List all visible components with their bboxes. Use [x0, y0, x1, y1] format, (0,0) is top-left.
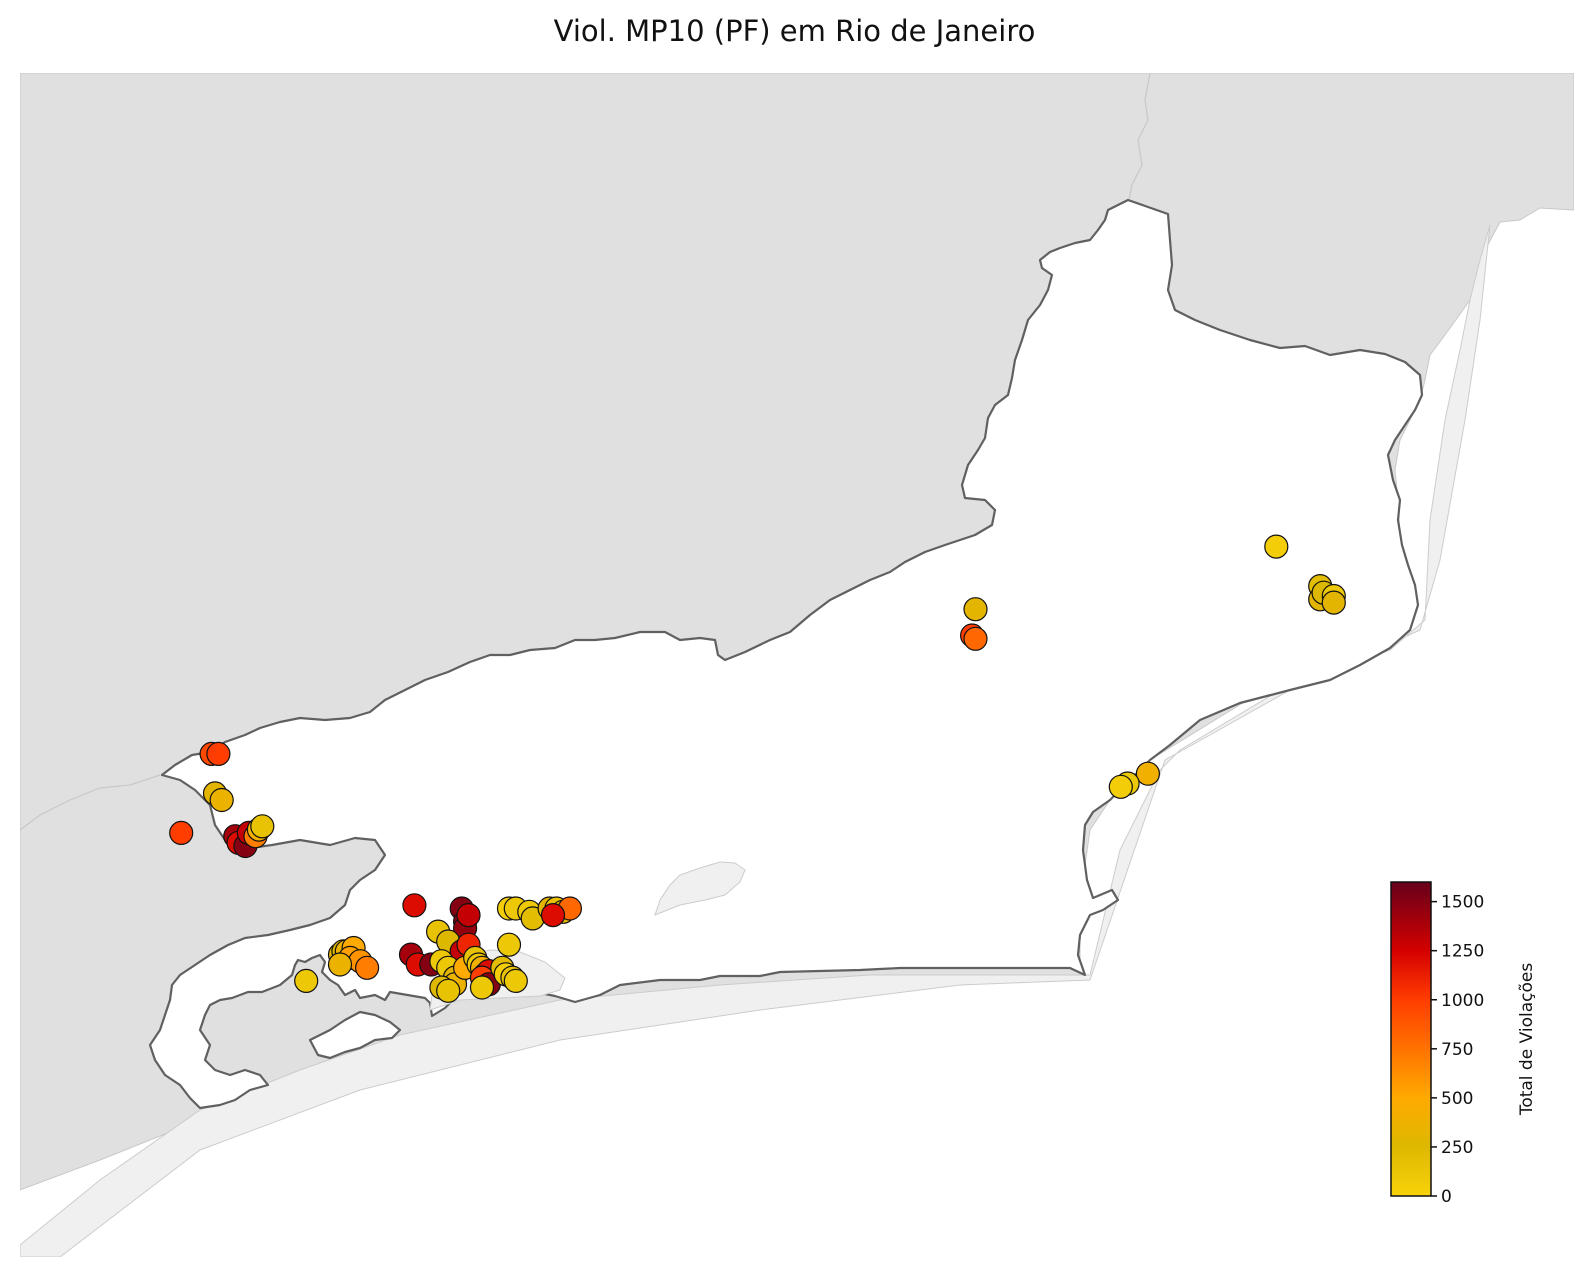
- ilha-grande: [308, 1010, 402, 1060]
- colorbar-tick-label: 1500: [1441, 893, 1484, 913]
- station-marker: [436, 978, 461, 1003]
- station-marker: [294, 968, 319, 994]
- map-axes: [20, 73, 1574, 1257]
- station-marker: [402, 893, 427, 918]
- colorbar-label: Total de Violações: [1517, 963, 1537, 1116]
- colorbar-tick-label: 500: [1441, 1089, 1473, 1109]
- station-marker: [963, 626, 988, 651]
- station-markers: [169, 534, 1346, 1003]
- station-marker: [540, 902, 566, 928]
- colorbar-ticks: 0 250 500 750 1000 1250 1500: [1431, 893, 1484, 1207]
- colorbar-tick-label: 1000: [1441, 991, 1484, 1011]
- neighbor-border-mg-sp: [20, 774, 161, 831]
- colorbar-tick-label: 0: [1441, 1187, 1452, 1207]
- station-marker: [1264, 534, 1289, 559]
- station-marker: [206, 741, 231, 767]
- colorbar-bar: [1390, 881, 1432, 1197]
- colorbar: 0 250 500 750 1000 1250 1500 Total de Violaçõe…: [1390, 881, 1537, 1207]
- station-marker: [496, 932, 522, 957]
- guanabara-bay: [654, 861, 746, 916]
- station-marker: [250, 814, 275, 839]
- colorbar-tick-label: 750: [1441, 1040, 1473, 1060]
- station-marker: [209, 787, 234, 813]
- station-marker: [1108, 774, 1133, 799]
- station-marker: [963, 597, 988, 622]
- station-marker: [327, 952, 353, 977]
- station-marker: [1321, 590, 1346, 615]
- colorbar-tick-label: 1250: [1441, 942, 1484, 962]
- neighbor-border-mg-es: [1127, 73, 1151, 206]
- coastal-lagoon: [20, 224, 1491, 1257]
- station-marker: [355, 955, 380, 980]
- station-marker: [469, 975, 495, 1000]
- station-marker: [456, 902, 481, 928]
- rj-state: [148, 198, 1424, 1110]
- map-title: Viol. MP10 (PF) em Rio de Janeiro: [553, 14, 1036, 48]
- station-marker: [503, 968, 528, 994]
- colorbar-tick-label: 250: [1441, 1138, 1473, 1158]
- station-marker: [1135, 761, 1161, 786]
- station-marker: [169, 820, 194, 846]
